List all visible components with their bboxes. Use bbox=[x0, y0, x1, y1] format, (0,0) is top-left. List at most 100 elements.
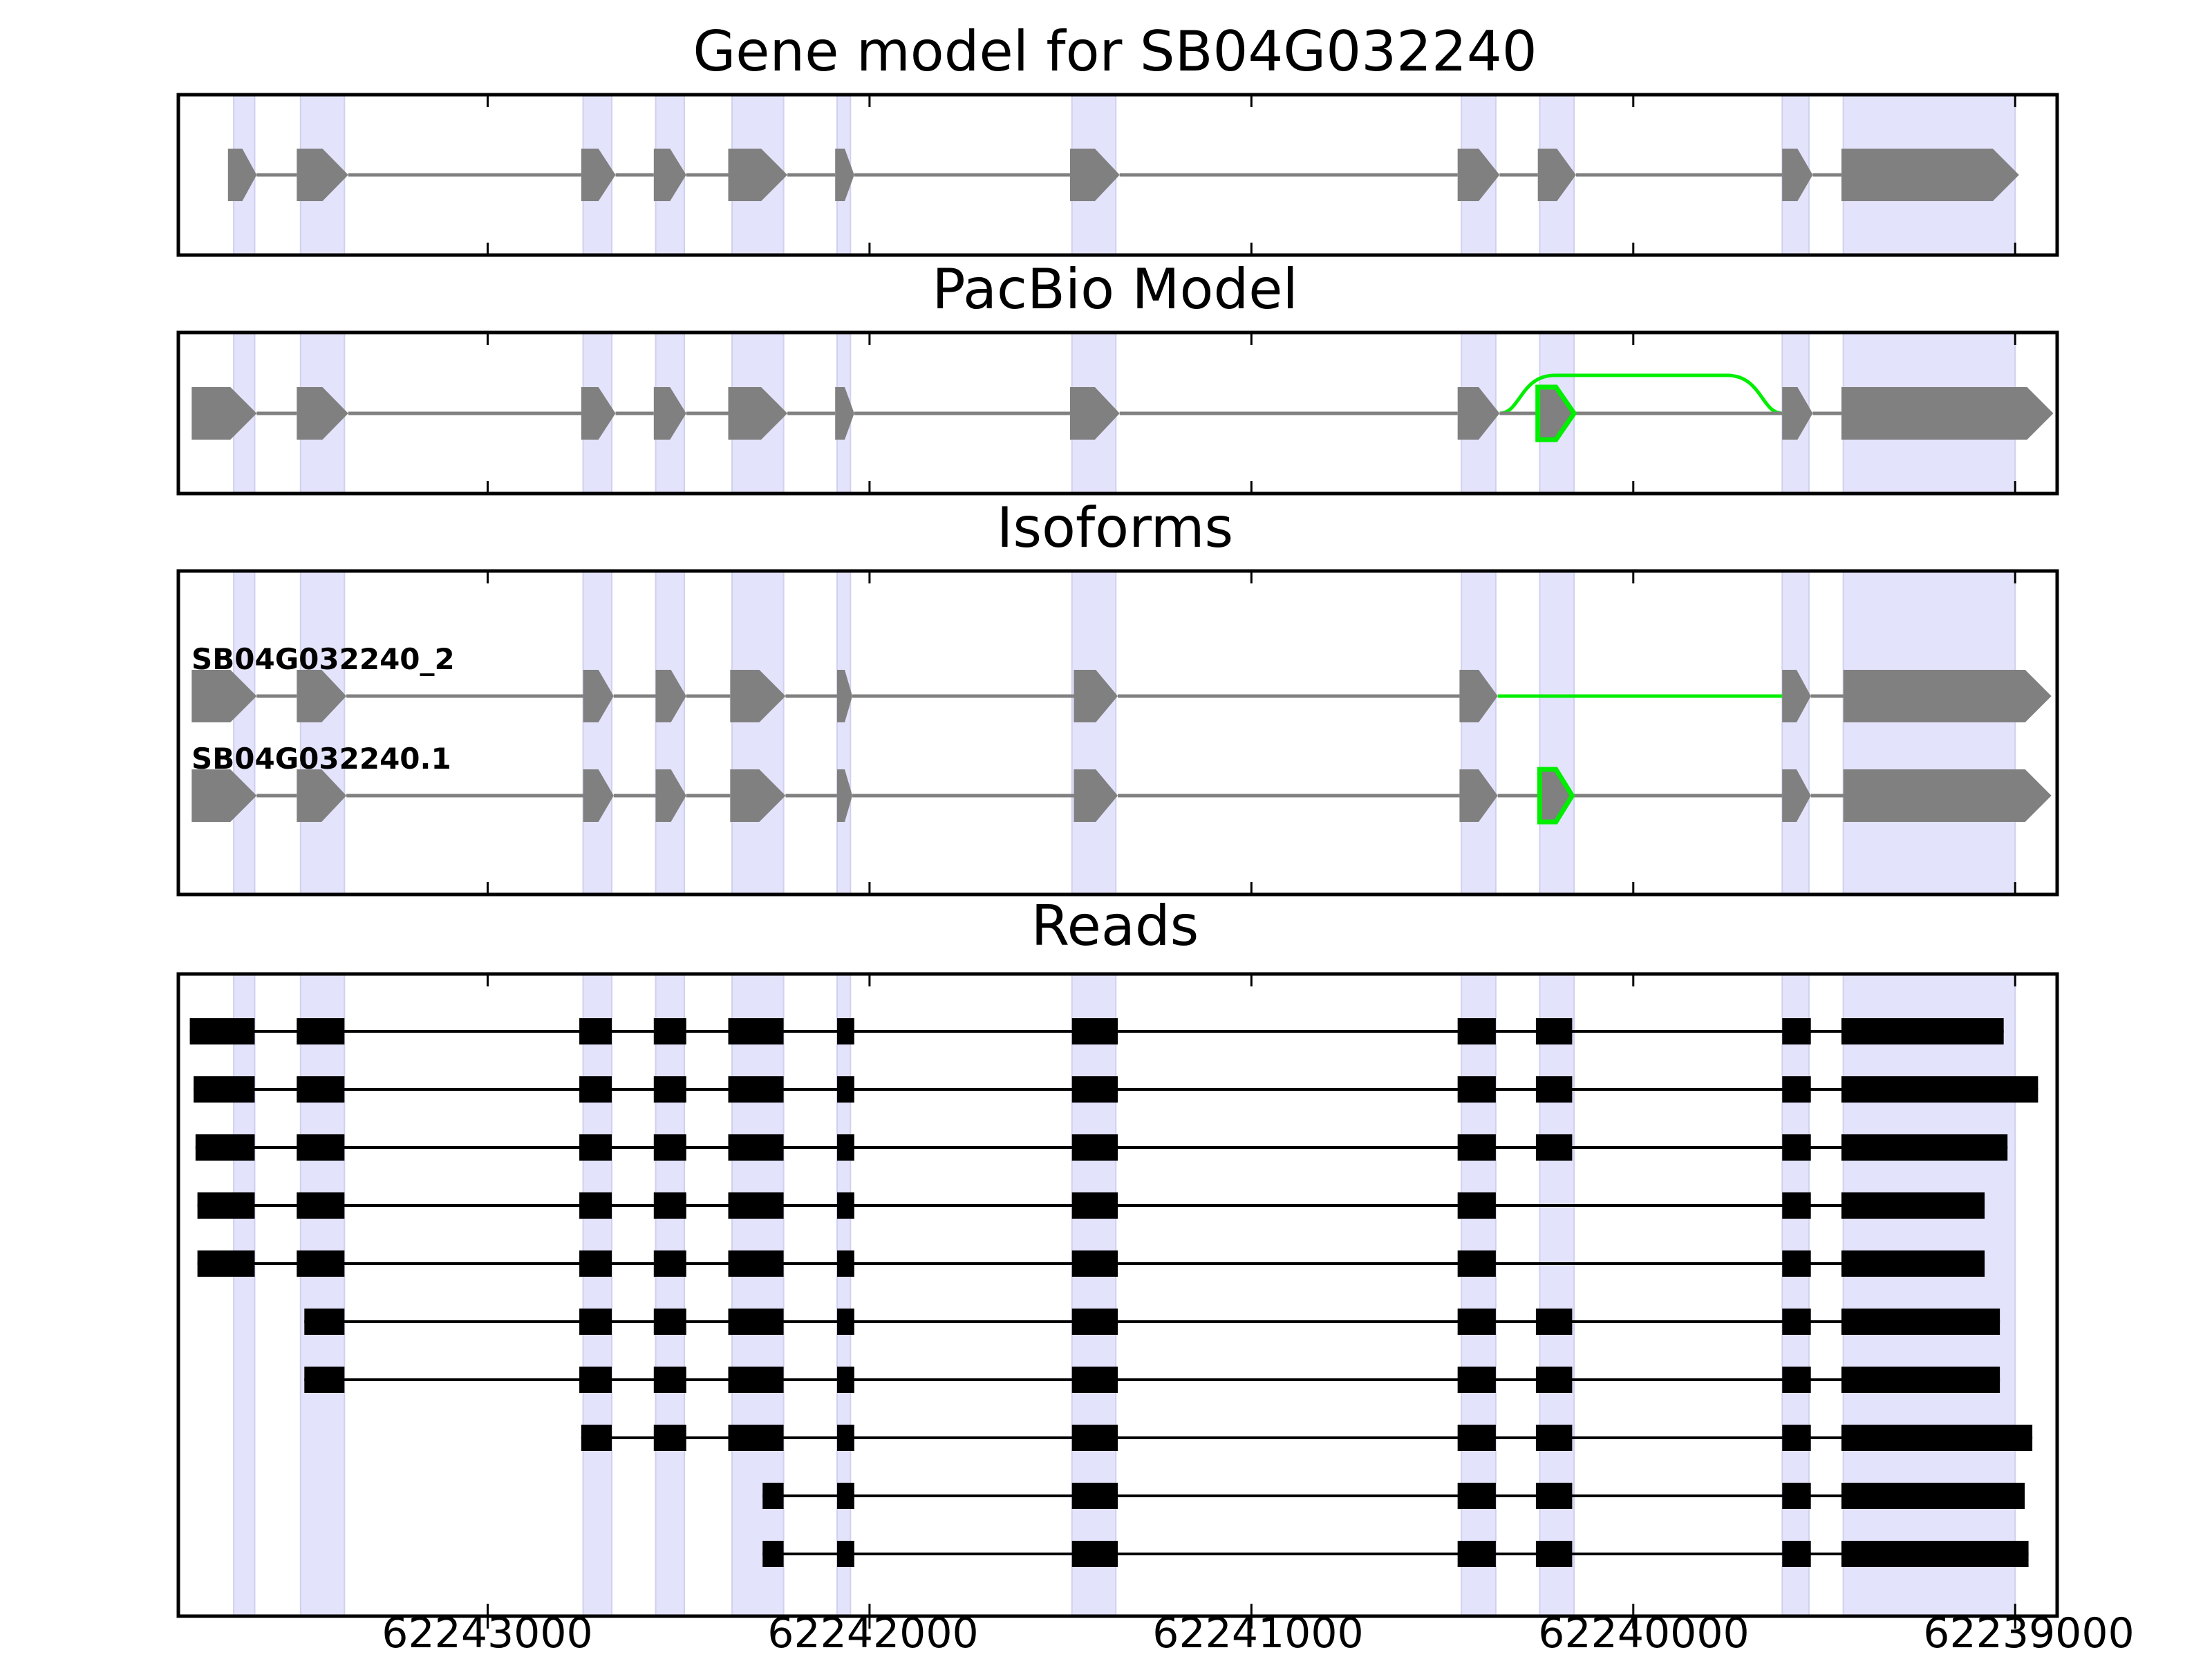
exon-shape bbox=[191, 769, 257, 822]
exon-shape bbox=[191, 387, 257, 440]
alt-exon-shape bbox=[1537, 767, 1575, 825]
read-block bbox=[1457, 1076, 1496, 1103]
read-block bbox=[197, 1192, 255, 1219]
read-block bbox=[297, 1076, 345, 1103]
read-block bbox=[1841, 1076, 2038, 1103]
exon-shape bbox=[297, 670, 347, 722]
read-alignment bbox=[189, 1018, 2004, 1044]
exon-shape bbox=[1459, 670, 1498, 722]
exon-shape bbox=[835, 387, 854, 440]
exon-shape bbox=[730, 769, 786, 822]
exon-shape bbox=[1782, 670, 1811, 722]
read-alignment bbox=[304, 1367, 2000, 1393]
read-block bbox=[1841, 1018, 2004, 1044]
read-block bbox=[1071, 1367, 1118, 1393]
exon-shape bbox=[1843, 769, 2052, 822]
exon-shape bbox=[1841, 149, 2019, 201]
exon-shape bbox=[653, 149, 686, 201]
read-block bbox=[836, 1541, 854, 1567]
exon-shape bbox=[297, 387, 348, 440]
read-block bbox=[836, 1076, 854, 1103]
exon-shape bbox=[655, 769, 686, 822]
read-block bbox=[1457, 1309, 1496, 1335]
exon-shade-band bbox=[299, 570, 346, 895]
read-block bbox=[579, 1250, 612, 1277]
exon-shade-band bbox=[582, 973, 613, 1617]
read-block bbox=[1071, 1425, 1118, 1451]
read-block bbox=[579, 1076, 612, 1103]
exon-shade-band bbox=[1539, 973, 1575, 1617]
exon-shape bbox=[1074, 769, 1118, 822]
read-block bbox=[653, 1076, 686, 1103]
read-block bbox=[1457, 1541, 1496, 1567]
read-block bbox=[1782, 1425, 1811, 1451]
panel-frame bbox=[176, 972, 2059, 1618]
read-block bbox=[1782, 1076, 1811, 1103]
read-block bbox=[1841, 1134, 2008, 1161]
read-block bbox=[836, 1367, 854, 1393]
exon-shape bbox=[227, 149, 257, 201]
read-block bbox=[1071, 1076, 1118, 1103]
x-tick-label: 62243000 bbox=[382, 1609, 592, 1658]
isoform-label-1: SB04G032240_2 bbox=[191, 642, 455, 676]
read-block bbox=[836, 1134, 854, 1161]
x-tick-label: 62242000 bbox=[767, 1609, 978, 1658]
read-block bbox=[1457, 1425, 1496, 1451]
read-block bbox=[1782, 1134, 1811, 1161]
exon-shade-band bbox=[1071, 570, 1117, 895]
read-block bbox=[653, 1018, 686, 1044]
exon-shape bbox=[837, 670, 853, 722]
exon-shade-band bbox=[1842, 570, 2016, 895]
read-block bbox=[1841, 1192, 1985, 1219]
read-alignment bbox=[762, 1541, 2029, 1567]
exon-shade-band bbox=[1781, 570, 1810, 895]
panel-content bbox=[176, 93, 2059, 257]
x-axis: 62243000 62242000 62241000 62240000 6223… bbox=[382, 1609, 2134, 1658]
pacbio-model-panel: PacBio Model bbox=[176, 257, 2059, 496]
exon-shape bbox=[1782, 769, 1811, 822]
read-block bbox=[194, 1076, 255, 1103]
exon-shape bbox=[297, 149, 348, 201]
exon-shade-band bbox=[1842, 973, 2016, 1617]
reads-panel: Reads bbox=[176, 894, 2059, 1629]
read-block bbox=[1071, 1250, 1118, 1277]
alt-splice-junction bbox=[1499, 373, 1783, 415]
read-block bbox=[1457, 1134, 1496, 1161]
read-block bbox=[1782, 1367, 1811, 1393]
read-block bbox=[728, 1309, 784, 1335]
read-block bbox=[1782, 1192, 1811, 1219]
read-block bbox=[579, 1192, 612, 1219]
isoforms-title: Isoforms bbox=[997, 496, 1233, 560]
gene-model-panel: Gene model for SB04G032240 bbox=[176, 19, 2059, 257]
read-block bbox=[1782, 1309, 1811, 1335]
reads-content bbox=[176, 972, 2059, 1629]
exon-shape bbox=[837, 769, 853, 822]
exon-shape bbox=[1457, 149, 1500, 201]
read-block bbox=[836, 1192, 854, 1219]
read-block bbox=[728, 1250, 784, 1277]
read-block bbox=[297, 1018, 345, 1044]
exon-shade-band bbox=[1781, 973, 1810, 1617]
read-block bbox=[1782, 1483, 1811, 1509]
read-block bbox=[1535, 1018, 1573, 1044]
panel-content bbox=[176, 569, 2059, 897]
exon-shape bbox=[583, 670, 614, 722]
read-block bbox=[1457, 1250, 1496, 1277]
read-block bbox=[1071, 1018, 1118, 1044]
read-block bbox=[297, 1192, 345, 1219]
exon-shape bbox=[581, 149, 616, 201]
exon-shape bbox=[653, 387, 686, 440]
exon-shape bbox=[297, 769, 347, 822]
exon-shape bbox=[1069, 387, 1120, 440]
read-block bbox=[1071, 1134, 1118, 1161]
exon-shade-band bbox=[1461, 973, 1497, 1617]
exon-shape bbox=[1457, 387, 1500, 440]
read-block bbox=[728, 1192, 784, 1219]
x-tick-label: 62241000 bbox=[1152, 1609, 1363, 1658]
exon-shape bbox=[1782, 149, 1813, 201]
exon-shade-band bbox=[731, 973, 785, 1617]
read-block bbox=[1782, 1018, 1811, 1044]
exon-shape bbox=[1069, 149, 1120, 201]
exon-shade-band bbox=[1071, 973, 1117, 1617]
exon-shade-band bbox=[836, 973, 852, 1617]
